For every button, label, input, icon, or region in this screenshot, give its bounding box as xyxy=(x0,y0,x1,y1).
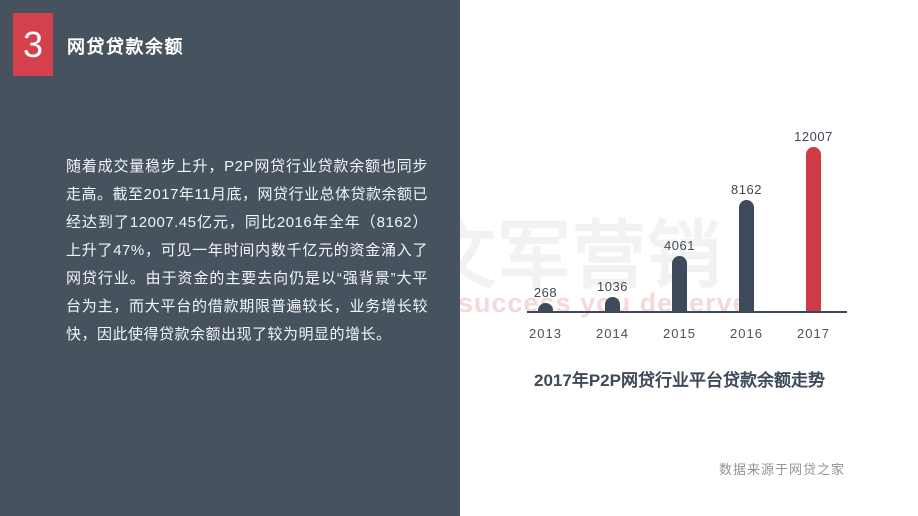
bar xyxy=(672,256,687,311)
bar-value-label: 268 xyxy=(533,285,558,300)
bar-column: 268 xyxy=(512,285,579,311)
bar xyxy=(739,200,754,311)
x-tick-label: 2014 xyxy=(596,326,629,341)
chart-panel: 文军营销 success you deserve 268103640618162… xyxy=(460,0,918,516)
watermark-en: success you deserve xyxy=(460,288,749,318)
bar-value-label: 8162 xyxy=(731,182,762,197)
section-number-badge: 3 xyxy=(13,13,53,76)
section-number: 3 xyxy=(22,23,44,65)
bar-value-label: 1036 xyxy=(597,279,628,294)
x-axis-ticks: 2013 2014 2015 2016 2017 xyxy=(512,326,847,341)
x-tick-label: 2017 xyxy=(797,326,830,341)
chart-title: 2017年P2P网贷行业平台贷款余额走势 xyxy=(534,371,825,390)
bar-value-label: 4061 xyxy=(664,238,695,253)
bar xyxy=(538,303,553,311)
x-axis-line xyxy=(527,311,847,313)
x-tick-label: 2013 xyxy=(529,326,562,341)
bar xyxy=(605,297,620,311)
x-tick-label: 2015 xyxy=(663,326,696,341)
body-paragraph: 随着成交量稳步上升，P2P网贷行业贷款余额也同步走高。截至2017年11月底，网… xyxy=(66,158,428,343)
bar-column: 12007 xyxy=(780,129,847,311)
bar-chart: 268 1036 4061 8162 12007 xyxy=(512,129,847,311)
bar-highlight xyxy=(806,147,821,311)
bar-column: 8162 xyxy=(713,182,780,311)
x-tick-label: 2016 xyxy=(730,326,763,341)
bar-column: 1036 xyxy=(579,279,646,311)
bar-column: 4061 xyxy=(646,238,713,311)
section-title: 网贷贷款余额 xyxy=(67,37,184,57)
left-panel: 3 网贷贷款余额 随着成交量稳步上升，P2P网贷行业贷款余额也同步走高。截至20… xyxy=(0,0,460,516)
data-source-note: 数据来源于网贷之家 xyxy=(718,462,845,477)
bar-value-label: 12007 xyxy=(794,129,833,144)
